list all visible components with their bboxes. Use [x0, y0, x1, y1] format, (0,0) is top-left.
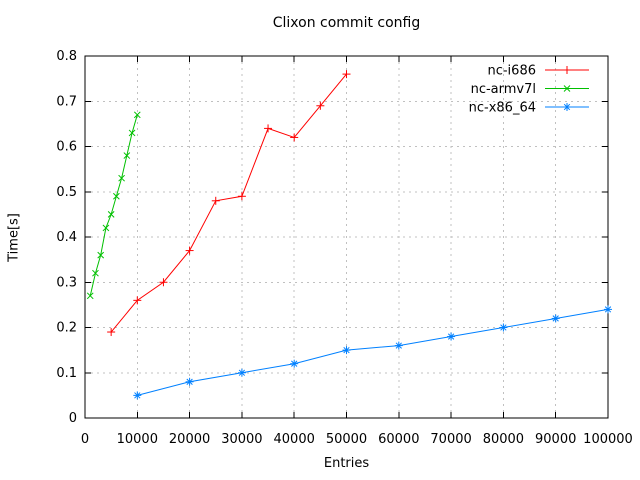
plus-marker-icon — [563, 66, 571, 74]
x-tick-label: 90000 — [535, 432, 576, 447]
x-tick-label: 80000 — [483, 432, 524, 447]
x-tick-label: 70000 — [430, 432, 471, 447]
cross-marker-icon — [118, 174, 125, 182]
asterisk-marker-icon — [290, 359, 299, 368]
x-tick-label: 100000 — [583, 432, 633, 447]
asterisk-marker-icon — [447, 332, 456, 341]
y-axis-label: Time[s] — [6, 213, 22, 262]
cross-marker-icon — [97, 251, 105, 259]
y-tick-label: 0.4 — [56, 230, 77, 245]
series-nc-x86_64-line — [137, 308, 609, 396]
plus-marker-icon — [342, 70, 351, 79]
y-tick-label: 0.8 — [56, 49, 77, 64]
asterisk-marker-icon — [604, 305, 612, 314]
cross-marker-icon — [102, 224, 110, 232]
asterisk-marker-icon — [563, 103, 571, 111]
asterisk-marker-icon — [342, 346, 351, 355]
plus-marker-icon — [237, 192, 246, 201]
plus-marker-icon — [107, 328, 116, 337]
asterisk-marker-icon — [499, 323, 508, 332]
asterisk-marker-icon — [185, 377, 194, 386]
y-tick-label: 0.6 — [56, 140, 77, 155]
legend-label-nc-i686: nc-i686 — [487, 64, 536, 79]
cross-marker-icon — [107, 211, 115, 218]
x-tick-label: 0 — [81, 432, 89, 447]
y-tick-label: 0.1 — [56, 366, 77, 381]
y-tick-label: 0.7 — [56, 94, 77, 109]
legend-label-nc-x86_64: nc-x86_64 — [469, 101, 536, 116]
plus-marker-icon — [211, 196, 220, 205]
cross-marker-icon — [128, 129, 136, 137]
plus-marker-icon — [185, 246, 194, 255]
y-tick-label: 0.3 — [56, 275, 77, 290]
cross-marker-icon — [563, 85, 571, 92]
x-tick-label: 50000 — [326, 432, 367, 447]
y-tick-label: 0.5 — [56, 185, 77, 200]
x-tick-label: 10000 — [117, 432, 158, 447]
x-tick-label: 40000 — [274, 432, 315, 447]
plus-marker-icon — [264, 124, 273, 133]
cross-marker-icon — [92, 269, 99, 277]
asterisk-marker-icon — [551, 314, 560, 323]
series-nc-i686-line — [110, 73, 347, 333]
asterisk-marker-icon — [394, 341, 403, 350]
x-axis-label: Entries — [323, 456, 370, 471]
asterisk-marker-icon — [133, 391, 142, 400]
x-tick-label: 20000 — [169, 432, 210, 447]
cross-marker-icon — [113, 192, 120, 200]
x-tick-label: 60000 — [378, 432, 419, 447]
cross-marker-icon — [123, 152, 131, 159]
plus-marker-icon — [159, 278, 168, 287]
plus-marker-icon — [133, 296, 142, 305]
plus-marker-icon — [290, 133, 299, 142]
legend-label-nc-armv7l: nc-armv7l — [471, 82, 536, 97]
plus-marker-icon — [316, 101, 325, 110]
y-tick-label: 0 — [69, 411, 77, 426]
x-tick-label: 30000 — [221, 432, 262, 447]
y-tick-label: 0.2 — [56, 321, 77, 336]
chart-title: Clixon commit config — [272, 15, 421, 31]
cross-marker-icon — [133, 111, 141, 119]
asterisk-marker-icon — [237, 368, 246, 377]
series-nc-armv7l-line — [89, 114, 138, 296]
cross-marker-icon — [86, 292, 94, 300]
